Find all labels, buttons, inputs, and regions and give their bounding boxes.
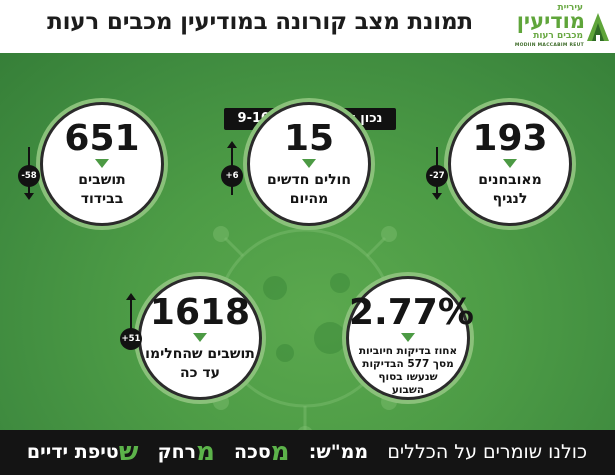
logo-city-name: מודיעין (516, 9, 585, 33)
stat-recovered: 1618 תושבים שהחלימו עד כה (138, 276, 262, 400)
delta-badge: +51 (120, 328, 142, 350)
stat-number: 15 (283, 118, 335, 159)
page-title: תמונת מצב קורונה במודיעין מכבים רעות (47, 9, 473, 35)
footer-lead-text: כולנו שומרים על הכללים (387, 441, 587, 463)
logo-english-text: MODIIN MACCABIM REUT (514, 43, 584, 48)
stat-active-patients: 193 מאובחנים לנגיף (448, 102, 572, 226)
pointer-triangle-icon (401, 333, 415, 342)
stat-label: בבידוד (80, 191, 124, 207)
stat-label: תושבים שהחלימו (145, 346, 255, 362)
stat-label: לנגיף (492, 191, 528, 207)
stat-label: מסך 577 הבדיקות (362, 358, 454, 370)
up-arrow-icon (126, 293, 136, 300)
stat-number: 651 (64, 118, 140, 159)
pointer-triangle-icon (302, 159, 316, 168)
logo-mark-icon (587, 13, 609, 41)
stat-label: חולים חדשים (267, 172, 351, 188)
stat-positive-rate: 2.77% אחוז בדיקות חיוביות מסך 577 הבדיקו… (346, 276, 474, 400)
pointer-triangle-icon (503, 159, 517, 168)
header: תמונת מצב קורונה במודיעין מכבים רעות עיר… (0, 0, 615, 53)
stat-number: 2.77% (349, 292, 474, 333)
rule-word: טיפת ידיים (26, 441, 119, 463)
logo-small-text: עיריית (557, 3, 583, 13)
infographic-panel: נכון לתאריכים 9-10.10 651 תושבים בבידוד … (0, 53, 615, 430)
rule-word: סכה (234, 441, 271, 463)
rule-initial: מ (196, 437, 215, 467)
stat-quarantined: 651 תושבים בבידוד (40, 102, 164, 226)
pointer-triangle-icon (193, 333, 207, 342)
stat-number: 193 (472, 118, 548, 159)
stat-label: מאובחנים (478, 172, 542, 188)
stat-label: שנעשו בסוף (378, 371, 438, 383)
stat-label: תושבים (78, 172, 126, 188)
stat-label: אחוז בדיקות חיוביות (358, 345, 458, 357)
footer-prefix: ממ"ש: (308, 441, 369, 463)
rule-word: רחק (157, 441, 197, 463)
pointer-triangle-icon (95, 159, 109, 168)
stat-new-cases: 15 חולים חדשים מהיום (247, 102, 371, 226)
footer-banner: כולנו שומרים על הכללים ממ"ש: מסכה מרחק ש… (0, 430, 615, 475)
delta-badge: -58 (18, 165, 40, 187)
rule-initial: ש (118, 437, 139, 467)
down-arrow-icon (24, 193, 34, 200)
delta-badge: +6 (221, 165, 243, 187)
stat-label: עד כה (180, 365, 220, 381)
stat-number: 1618 (149, 292, 251, 333)
stat-label: מהיום (289, 191, 329, 207)
stat-label: השבוע (391, 384, 425, 396)
trend-stem (130, 299, 132, 345)
city-logo: עיריית מודיעין מכבים רעות MODIIN MACCABI… (515, 3, 609, 51)
down-arrow-icon (432, 193, 442, 200)
rule-initial: מ (270, 437, 290, 467)
delta-badge: -27 (426, 165, 448, 187)
up-arrow-icon (227, 141, 237, 148)
logo-sub-text: מכבים רעות (533, 31, 583, 41)
